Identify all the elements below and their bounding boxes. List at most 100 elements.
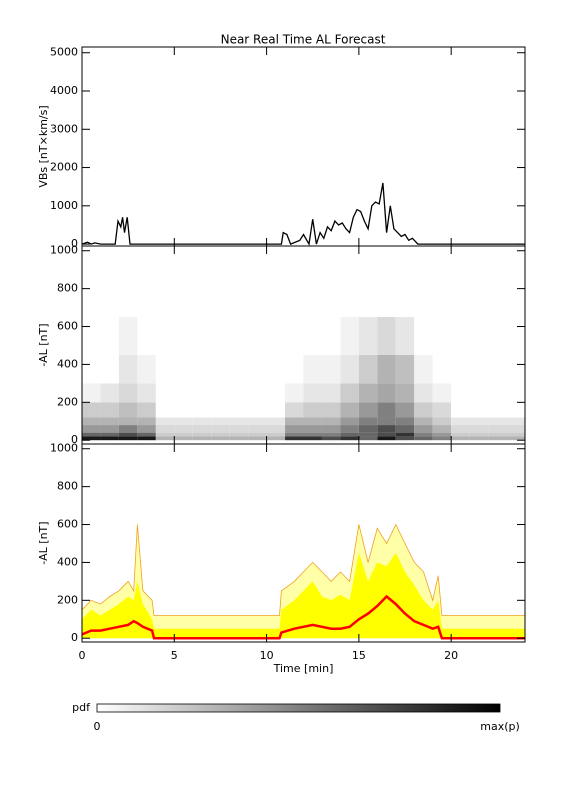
y-tick-label: 800 — [57, 282, 78, 295]
pdf-cell — [377, 354, 396, 384]
y-tick-label: 600 — [57, 518, 78, 531]
pdf-cell — [451, 425, 470, 433]
pdf-cell — [82, 425, 101, 433]
pdf-cell — [488, 425, 507, 433]
y-tick-label: 1000 — [50, 244, 78, 257]
pdf-cell — [414, 425, 433, 433]
pdf-cell — [100, 425, 119, 433]
median-line — [81, 594, 525, 640]
pdf-cell — [451, 317, 470, 355]
pdf-cell — [488, 402, 507, 418]
pdf-cell — [137, 402, 156, 418]
plot-frame — [81, 46, 526, 247]
pdf-cell — [229, 354, 249, 384]
pdf-cell — [506, 402, 525, 418]
pdf-cell — [192, 317, 212, 355]
y-tick-label: 1000 — [50, 442, 78, 455]
pdf-cell — [118, 436, 138, 441]
pdf-cell — [432, 436, 452, 441]
pdf-cell — [488, 436, 507, 441]
pdf-cell — [469, 402, 489, 418]
pdf-cell — [414, 383, 433, 403]
pdf-cell — [266, 425, 286, 433]
pdf-cell — [451, 436, 470, 441]
pdf-cell — [248, 317, 267, 355]
pdf-cell — [229, 417, 249, 426]
pdf-cell — [506, 417, 525, 426]
pdf-cell — [174, 354, 193, 384]
pdf-cell — [174, 383, 193, 403]
pdf-cell — [469, 383, 489, 403]
pdf-cell — [451, 383, 470, 403]
pdf-cell — [118, 425, 138, 433]
pdf-cell — [266, 402, 286, 418]
pdf-cell — [358, 383, 378, 403]
pdf-cell — [303, 317, 322, 355]
pdf-cell — [211, 425, 230, 433]
pdf-cell — [211, 417, 230, 426]
pdf-cell — [451, 417, 470, 426]
pdf-cell — [303, 354, 322, 384]
pdf-cell — [451, 432, 470, 437]
pdf-cell — [303, 383, 322, 403]
plot-frame — [81, 443, 526, 643]
pdf-cell — [469, 354, 489, 384]
x-tick-label: 20 — [444, 649, 458, 662]
pdf-cell — [432, 402, 452, 418]
pdf-cell — [285, 402, 304, 418]
pdf-cell — [155, 354, 175, 384]
pdf-cell — [488, 354, 507, 384]
pdf-cell — [100, 417, 119, 426]
pdf-cell — [174, 425, 193, 433]
pdf-cell — [377, 402, 396, 418]
pdf-cell — [377, 417, 396, 426]
pdf-cell — [118, 432, 138, 437]
pdf-cell — [506, 317, 525, 355]
pdf-cell — [137, 436, 156, 441]
pdf-cell — [192, 436, 212, 441]
pdf-cell — [377, 436, 396, 441]
pdf-cell — [432, 354, 452, 384]
pdf-cell — [285, 383, 304, 403]
y-tick-label: 5000 — [50, 46, 78, 59]
pdf-cell — [285, 317, 304, 355]
pdf-cell — [340, 432, 359, 437]
pdf-cell — [174, 436, 193, 441]
pdf-cell — [229, 383, 249, 403]
y-tick-label: 800 — [57, 480, 78, 493]
x-tick-label: 0 — [79, 649, 86, 662]
pdf-cell — [340, 383, 359, 403]
pdf-cell — [469, 436, 489, 441]
pdf-cell — [229, 402, 249, 418]
pdf-cell — [100, 432, 119, 437]
pdf-cell — [488, 317, 507, 355]
pdf-cell — [414, 354, 433, 384]
pdf-cell — [395, 402, 415, 418]
pdf-cell — [229, 317, 249, 355]
pdf-cell — [321, 417, 341, 426]
pdf-cell — [137, 417, 156, 426]
pdf-cell — [192, 425, 212, 433]
pdf-cell — [118, 354, 138, 384]
pdf-cell — [155, 383, 175, 403]
pdf-cell — [137, 425, 156, 433]
y-tick-label: 0 — [71, 631, 78, 644]
y-tick-label: 400 — [57, 555, 78, 568]
pdf-cell — [506, 436, 525, 441]
pdf-cell — [414, 317, 433, 355]
y-axis-label: -AL [nT] — [37, 323, 50, 366]
pdf-cell — [137, 383, 156, 403]
pdf-cell — [266, 417, 286, 426]
pdf-cell — [395, 317, 415, 355]
x-tick-label: 5 — [171, 649, 178, 662]
pdf-cell — [414, 436, 433, 441]
pdf-cell — [192, 383, 212, 403]
y-tick-label: 3000 — [50, 122, 78, 135]
pdf-cell — [340, 436, 359, 441]
pdf-cell — [358, 354, 378, 384]
y-tick-label: 4000 — [50, 84, 78, 97]
pdf-cell — [285, 417, 304, 426]
pdf-cell — [229, 425, 249, 433]
pdf-cell — [340, 317, 359, 355]
outer-line — [81, 523, 525, 616]
